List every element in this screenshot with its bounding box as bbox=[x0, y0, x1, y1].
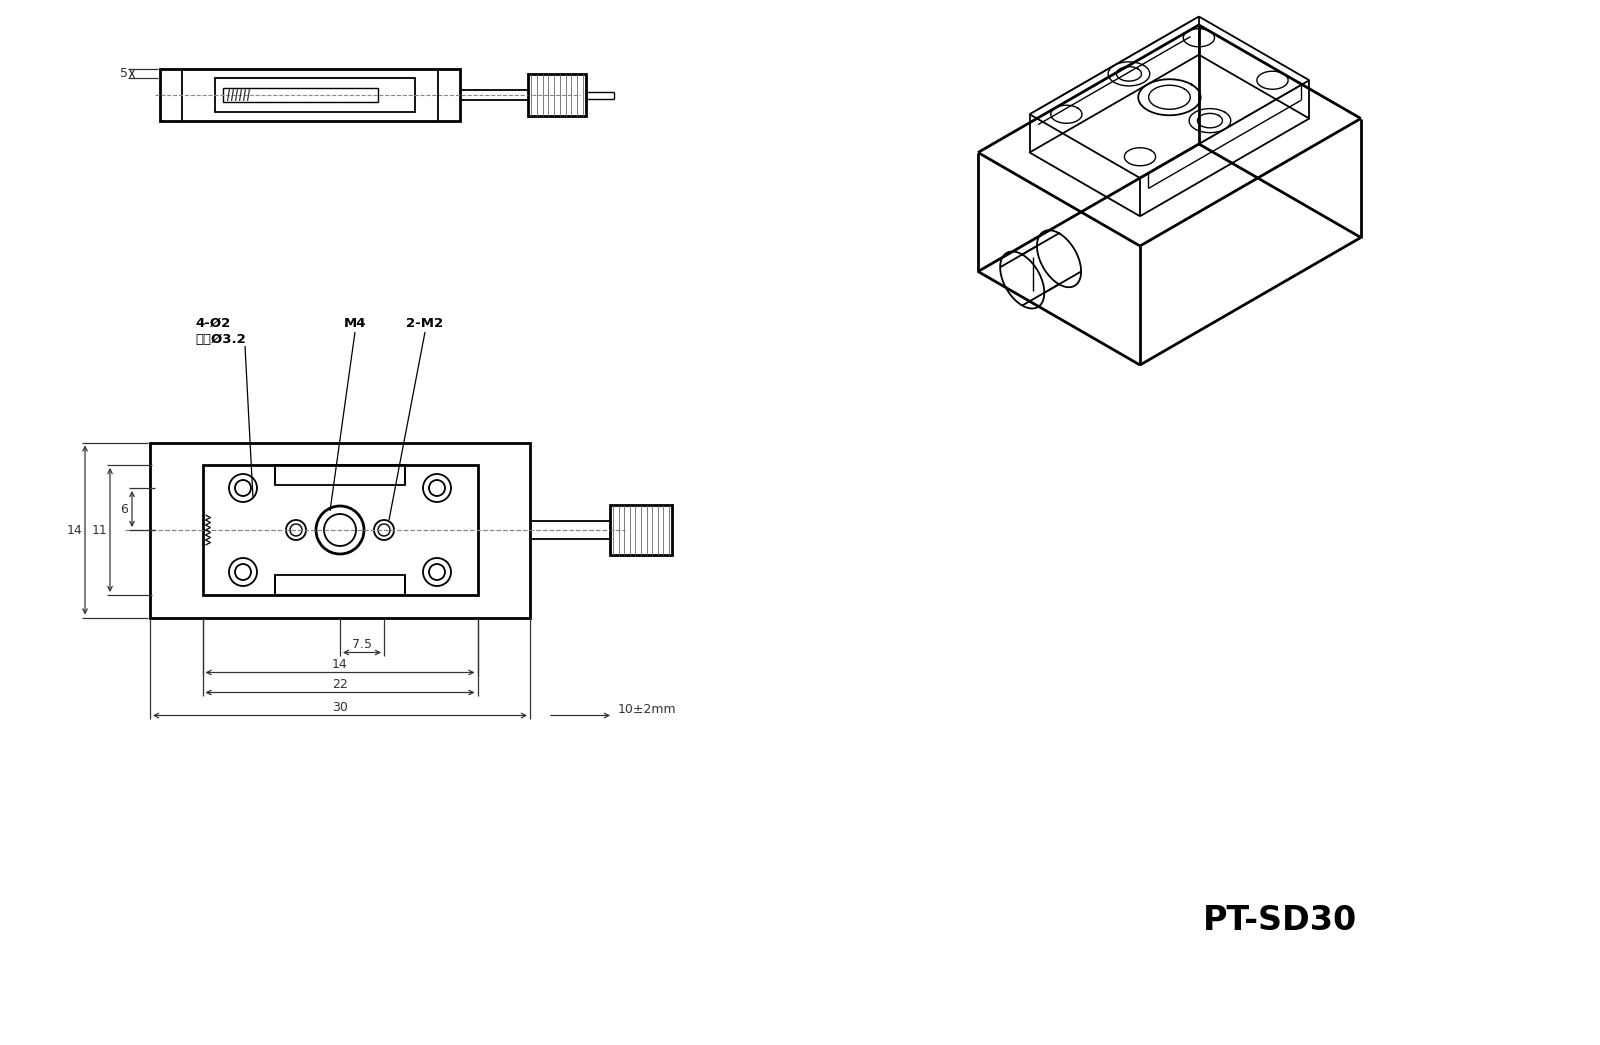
Text: 11: 11 bbox=[93, 524, 107, 536]
Bar bbox=[160, 69, 461, 121]
Text: M4: M4 bbox=[344, 317, 366, 330]
Bar bbox=[214, 78, 414, 112]
Text: 6: 6 bbox=[120, 503, 128, 515]
Text: 14: 14 bbox=[67, 524, 83, 536]
Text: 4-Ø2: 4-Ø2 bbox=[195, 317, 230, 330]
Bar bbox=[275, 575, 405, 595]
Text: 7.5: 7.5 bbox=[352, 638, 373, 651]
Text: 2-M2: 2-M2 bbox=[406, 317, 443, 330]
Bar bbox=[610, 505, 672, 555]
Text: 14: 14 bbox=[333, 658, 347, 671]
Text: 沉孔Ø3.2: 沉孔Ø3.2 bbox=[195, 333, 246, 346]
Bar bbox=[275, 465, 405, 485]
Text: 30: 30 bbox=[333, 701, 347, 714]
Text: 22: 22 bbox=[333, 678, 347, 691]
Text: PT-SD30: PT-SD30 bbox=[1203, 904, 1357, 936]
Text: 10±2mm: 10±2mm bbox=[618, 703, 677, 716]
Bar bbox=[203, 465, 477, 595]
Bar bbox=[222, 88, 378, 102]
Bar bbox=[528, 74, 586, 116]
Text: 5: 5 bbox=[120, 67, 128, 80]
Bar bbox=[150, 442, 530, 618]
